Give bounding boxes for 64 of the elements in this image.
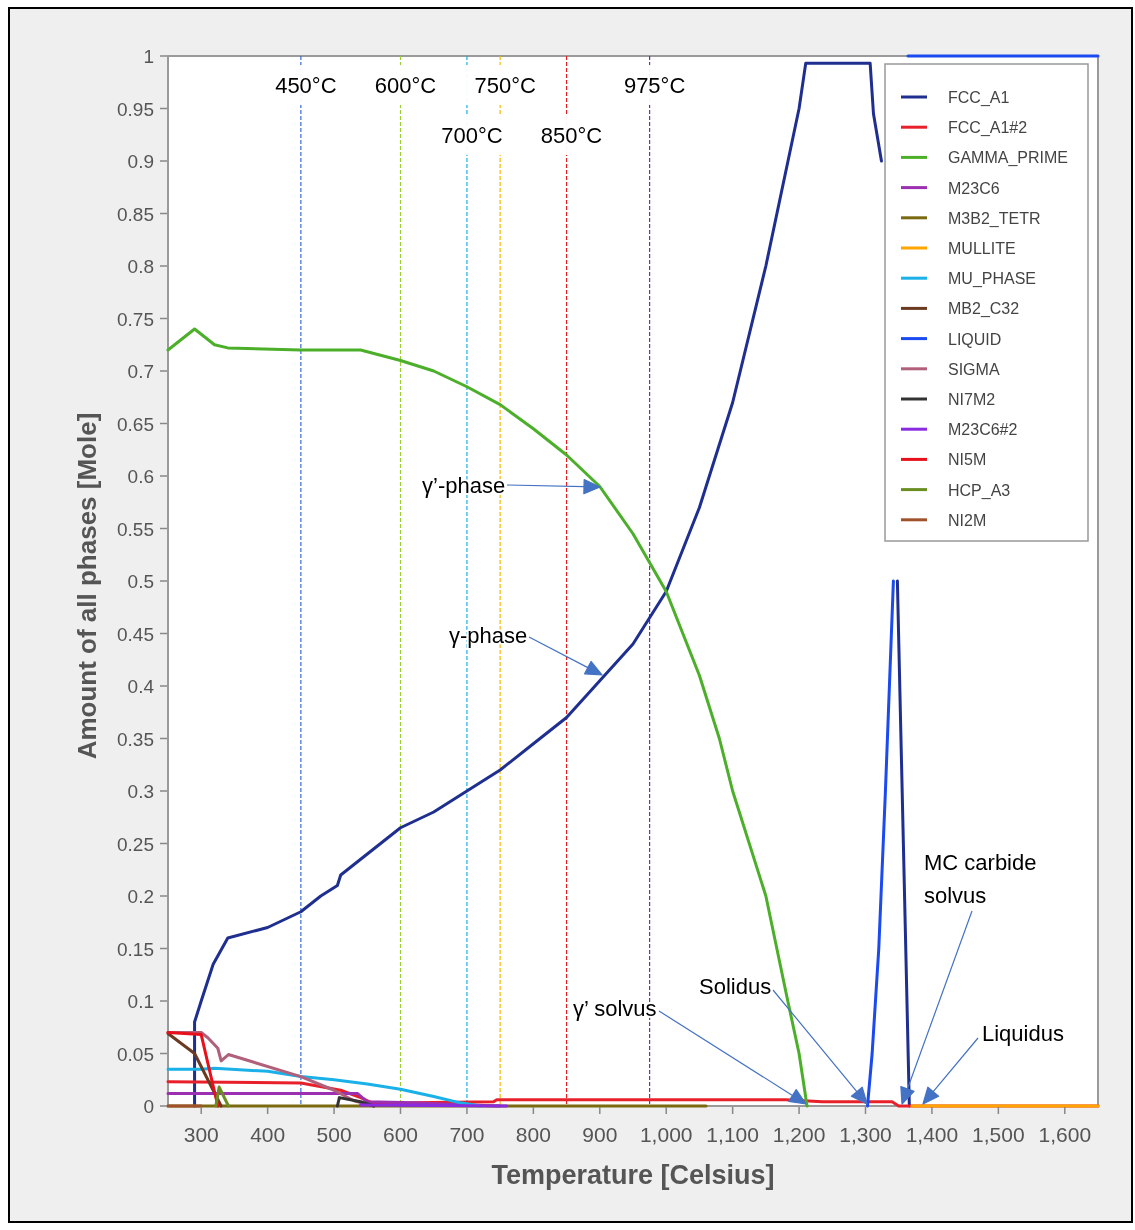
legend-label: SIGMA (948, 360, 1000, 378)
ref-line-label: 700°C (441, 123, 503, 148)
y-axis-title: Amount of all phases [Mole] (72, 412, 102, 760)
annotation: γ’-phase (422, 473, 506, 498)
x-tick-label: 1,200 (772, 1123, 826, 1146)
x-tick-label: 400 (250, 1123, 286, 1146)
annotation: γ-phase (449, 623, 528, 648)
legend-label: FCC_A1 (948, 89, 1010, 107)
ref-line-label: 600°C (374, 73, 437, 98)
x-tick-label: 1,000 (639, 1123, 693, 1146)
x-tick-label: 1,100 (706, 1123, 759, 1146)
y-tick-label: 0.95 (117, 98, 154, 120)
x-tick-label: 1,400 (905, 1123, 959, 1146)
y-tick-label: 1 (143, 46, 154, 67)
legend-label: NI7M2 (948, 391, 996, 408)
legend-label: GAMMA_PRIME (948, 149, 1069, 168)
y-tick-label: 0.8 (127, 256, 154, 277)
legend-label: NI5M (948, 451, 987, 469)
legend-label: HCP_A3 (948, 481, 1011, 500)
legend-label: FCC_A1#2 (948, 119, 1028, 138)
y-tick-label: 0.35 (117, 728, 154, 750)
y-tick-label: 0.85 (117, 203, 154, 225)
annotation: Solidus (699, 974, 772, 999)
legend-label: M23C6 (948, 179, 1000, 197)
legend-label: NI2M (948, 511, 987, 529)
ref-line-label: 975°C (623, 73, 686, 98)
annotation: MC carbide solvus (924, 850, 1037, 908)
legend-label: M3B2_TETR (948, 209, 1041, 228)
x-axis-title: Temperature [Celsius] (491, 1160, 775, 1190)
x-tick-label: 1,300 (839, 1123, 892, 1146)
y-tick-label: 0.45 (117, 623, 154, 645)
y-tick-label: 0 (143, 1096, 154, 1117)
x-tick-label: 1,600 (1038, 1123, 1092, 1146)
legend-label: MU_PHASE (948, 270, 1037, 289)
y-tick-label: 0.2 (127, 886, 154, 907)
legend-label: LIQUID (948, 330, 1002, 348)
y-tick-label: 0.05 (117, 1043, 154, 1065)
y-tick-label: 0.1 (127, 991, 154, 1012)
y-tick-label: 0.9 (127, 151, 154, 172)
legend-label: MB2_C32 (948, 300, 1020, 319)
annotation: Liquidus (982, 1021, 1064, 1046)
x-tick-label: 500 (316, 1123, 352, 1146)
y-tick-label: 0.75 (117, 308, 154, 330)
y-tick-label: 0.65 (117, 413, 154, 435)
y-tick-label: 0.4 (127, 676, 155, 697)
x-tick-label: 300 (183, 1123, 219, 1146)
ref-line-label: 450°C (275, 73, 337, 98)
y-tick-label: 0.55 (117, 518, 154, 540)
y-tick-label: 0.25 (117, 833, 154, 855)
y-tick-label: 0.15 (117, 938, 154, 960)
y-tick-label: 0.6 (127, 466, 154, 487)
x-tick-label: 900 (582, 1123, 618, 1146)
x-tick-label: 1,500 (972, 1123, 1025, 1146)
y-tick-label: 0.7 (127, 361, 154, 382)
x-tick-label: 600 (382, 1123, 419, 1146)
x-tick-label: 800 (515, 1123, 551, 1146)
legend-label: M23C6#2 (948, 421, 1018, 439)
ref-line-label: 750°C (474, 73, 536, 98)
y-tick-label: 0.3 (127, 781, 154, 802)
x-tick-label: 700 (449, 1123, 485, 1146)
annotation: γ’ solvus (573, 996, 657, 1021)
ref-line-label: 850°C (540, 123, 603, 148)
legend-label: MULLITE (948, 240, 1016, 257)
y-tick-label: 0.5 (127, 571, 154, 592)
